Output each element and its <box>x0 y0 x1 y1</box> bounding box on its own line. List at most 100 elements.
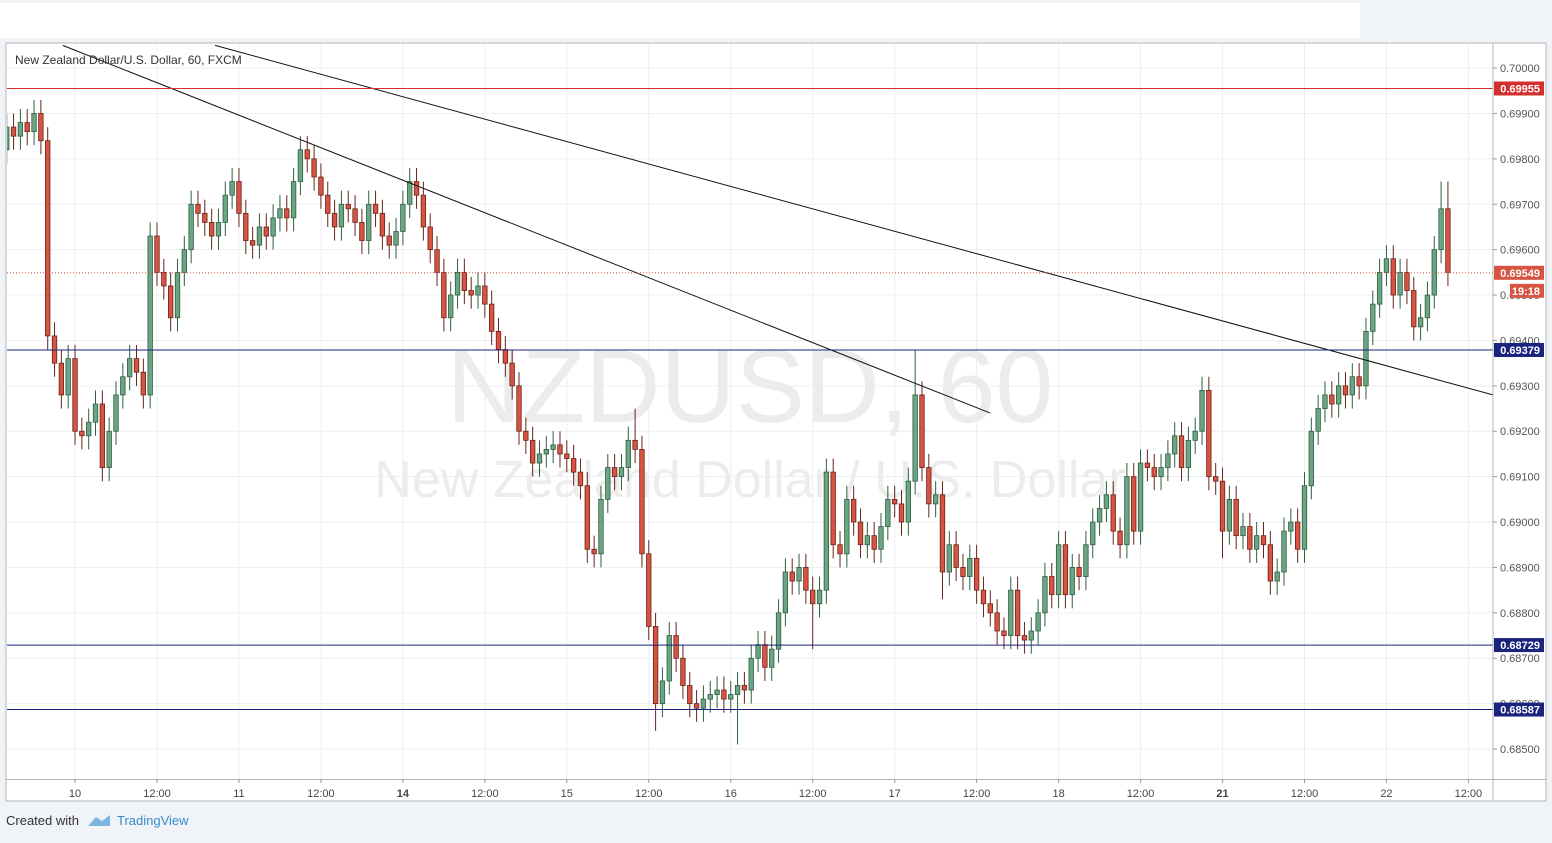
candle-body <box>1049 576 1055 596</box>
candle-body <box>1342 385 1349 396</box>
candle-body <box>99 403 106 468</box>
candle-body <box>263 226 269 237</box>
candle-body <box>167 285 174 319</box>
candle-body <box>591 548 597 555</box>
candle-body <box>58 362 65 396</box>
candle-body <box>454 271 461 296</box>
candle-body <box>161 271 167 287</box>
candle-body <box>1411 290 1417 328</box>
candle-body <box>837 544 843 555</box>
countdown-tag <box>1510 283 1544 298</box>
candle-body <box>769 648 775 668</box>
candle-body <box>516 385 522 432</box>
candle-body <box>905 480 911 523</box>
y-tick-label: 0.68700 <box>1500 653 1540 665</box>
candle-body <box>509 362 515 387</box>
candle-body <box>871 535 877 550</box>
candle-body <box>249 240 256 246</box>
candle-body <box>1267 544 1273 582</box>
candle-body <box>243 212 249 241</box>
watermark-subtitle: New Zealand Dollar / U.S. Dollar <box>374 451 1125 509</box>
candle-body <box>140 371 146 396</box>
candle-body <box>1008 589 1014 636</box>
candle-body <box>1370 303 1376 332</box>
candle-body <box>1151 467 1157 478</box>
candle-body <box>1185 439 1192 468</box>
candle-body <box>987 603 993 614</box>
candle-body <box>1274 571 1280 582</box>
candle-body <box>926 467 932 505</box>
candle-body <box>45 140 51 337</box>
candle-body <box>543 449 549 455</box>
x-tick-label: 12:00 <box>1127 788 1155 800</box>
candle-body <box>420 194 427 228</box>
x-tick-label: 14 <box>397 788 410 800</box>
price-tag-label: 0.68729 <box>1500 640 1540 652</box>
candle-body <box>468 290 474 296</box>
candle-body <box>741 685 748 691</box>
candle-body <box>1288 521 1294 532</box>
candle-body <box>188 203 194 251</box>
candle-body <box>1035 612 1041 632</box>
candle-body <box>10 126 17 137</box>
candle-body <box>564 453 570 459</box>
candle-body <box>605 467 611 500</box>
candle-body <box>1349 376 1355 396</box>
trend-line <box>214 44 1493 396</box>
price-tag-label: 0.68587 <box>1500 705 1540 717</box>
candle-body <box>1192 430 1198 441</box>
candle-body <box>1014 589 1021 636</box>
candle-body <box>789 571 795 582</box>
candle-body <box>1110 494 1116 532</box>
y-tick-label: 0.69200 <box>1500 426 1540 438</box>
candle-body <box>1069 567 1075 596</box>
candle-body <box>673 635 679 659</box>
candle-body <box>92 403 99 423</box>
candle-body <box>1356 376 1362 387</box>
candle-body <box>1417 317 1424 328</box>
candle-body <box>127 358 133 378</box>
candle-body <box>256 226 263 246</box>
candle-body <box>1144 462 1151 468</box>
candle-body <box>851 498 857 523</box>
x-tick-label: 17 <box>889 788 901 800</box>
candle-body <box>181 249 187 273</box>
candle-body <box>1117 530 1123 546</box>
candle-body <box>311 158 317 178</box>
y-tick-label: 0.68900 <box>1500 562 1540 574</box>
candle-body <box>577 471 584 487</box>
candle-body <box>816 589 823 605</box>
trend-line <box>62 44 991 414</box>
candle-body <box>1294 521 1301 550</box>
candle-body <box>1103 494 1110 509</box>
candle-body <box>413 181 420 196</box>
candle-body <box>618 467 625 478</box>
candle-body <box>215 222 222 237</box>
price-tag-label: 0.69379 <box>1500 345 1540 357</box>
chart-title: New Zealand Dollar/U.S. Dollar, 60, FXCM <box>15 53 242 67</box>
candle-body <box>366 203 372 241</box>
candle-body <box>1390 258 1396 296</box>
x-tick-label: 10 <box>69 788 81 800</box>
y-tick-label: 0.69600 <box>1500 245 1540 257</box>
candle-body <box>857 521 864 546</box>
candle-body <box>721 689 727 700</box>
candle-body <box>106 430 112 468</box>
candle-body <box>1240 526 1246 537</box>
candle-body <box>960 567 966 577</box>
candle-body <box>946 544 952 573</box>
y-tick-label: 0.69800 <box>1500 154 1540 166</box>
brand[interactable]: TradingView <box>117 813 189 828</box>
candle-body <box>1301 485 1308 550</box>
candle-body <box>1083 544 1089 577</box>
x-tick-label: 11 <box>233 788 244 800</box>
candle-body <box>482 285 488 305</box>
candle-body <box>775 612 782 650</box>
candle-body <box>202 212 208 223</box>
candle-body <box>236 181 242 214</box>
candle-body <box>174 271 181 319</box>
x-tick-label: 12:00 <box>471 788 499 800</box>
candle-body <box>625 439 631 468</box>
candle-body <box>762 644 768 668</box>
